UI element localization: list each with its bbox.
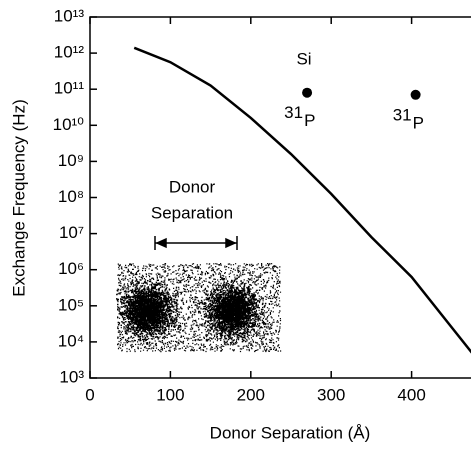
annotation: P <box>304 111 315 130</box>
x-tick-label: 0 <box>85 385 94 404</box>
y-tick-label: 10⁴ <box>58 331 84 350</box>
line <box>133 46 471 354</box>
inset-arrow <box>154 236 238 250</box>
x-tick-label: 100 <box>156 385 184 404</box>
y-tick-label: 10¹³ <box>54 6 85 25</box>
annotation-sup: 31 <box>393 105 412 124</box>
inset-label: Separation <box>151 203 233 222</box>
y-tick-label: 10⁵ <box>58 295 84 314</box>
y-axis-label: Exchange Frequency (Hz) <box>9 99 28 296</box>
point <box>302 87 313 98</box>
x-tick-label: 400 <box>397 385 425 404</box>
annotation: Si <box>296 49 311 68</box>
y-tick-label: 10⁸ <box>58 187 84 206</box>
inset-dot-cloud <box>116 263 282 353</box>
y-tick-label: 10⁹ <box>58 151 84 170</box>
annotation: P <box>413 113 424 132</box>
y-tick-label: 10¹¹ <box>54 79 85 98</box>
x-tick-label: 300 <box>317 385 345 404</box>
y-tick-label: 10³ <box>59 367 84 386</box>
x-tick-label: 200 <box>237 385 265 404</box>
x-axis-label: Donor Separation (Å) <box>210 423 371 442</box>
y-tick-label: 10¹² <box>54 43 85 62</box>
point <box>410 89 421 100</box>
inset-label: Donor <box>169 177 216 196</box>
inset-dots <box>116 263 282 353</box>
y-tick-label: 10⁶ <box>58 259 84 278</box>
y-tick-label: 10⁷ <box>59 223 84 242</box>
annotation-sup: 31 <box>284 103 303 122</box>
y-tick-label: 10¹⁰ <box>53 115 85 134</box>
